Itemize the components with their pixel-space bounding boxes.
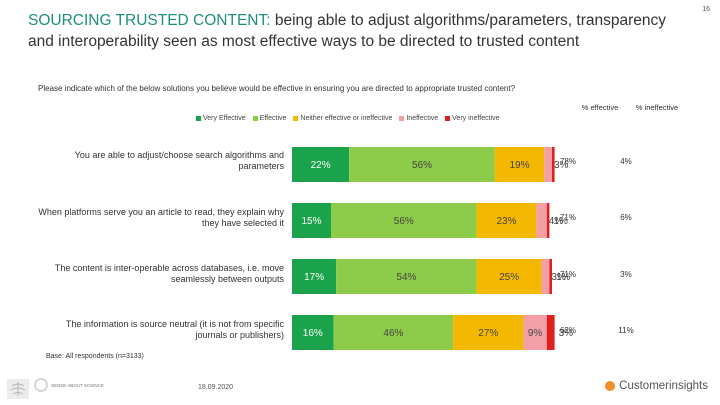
sense-about-science-logo: SENSE ABOUT SCIENCE — [34, 378, 104, 392]
summary-effective-value: 62% — [559, 326, 576, 335]
bar-data-label: 3% — [554, 160, 569, 171]
bar-segment — [336, 259, 477, 294]
bar-segment — [546, 203, 550, 238]
logo-ring-icon — [34, 378, 48, 392]
bar-data-label: 22% — [311, 160, 331, 171]
bar-data-label: 1% — [553, 216, 568, 227]
bar-segment — [349, 147, 495, 182]
bar-segment — [331, 203, 477, 238]
legend-swatch — [196, 116, 201, 121]
bar-data-label: 16% — [303, 328, 323, 339]
summary-effective-value: 78% — [559, 157, 576, 166]
bar-segment — [494, 147, 545, 182]
chart-legend: Very Effective Effective Neither effective… — [196, 115, 499, 122]
bar-segment — [544, 147, 552, 182]
bar-segment — [546, 315, 555, 350]
legend-label: Very Effective — [203, 115, 246, 122]
bar-segment — [476, 259, 542, 294]
legend-label: Ineffective — [406, 115, 439, 122]
legend-swatch — [445, 116, 451, 121]
summary-ineffective-value: 6% — [620, 213, 632, 222]
legend-swatch — [252, 116, 258, 121]
legend-item: Neither effective or ineffective — [293, 115, 392, 122]
summary-ineffective-value: 4% — [620, 157, 632, 166]
bar-data-label: 25% — [499, 272, 519, 283]
summary-ineffective-value: 3% — [620, 270, 632, 279]
bar-data-label: 54% — [396, 272, 416, 283]
bar-data-label: 46% — [383, 328, 403, 339]
bar-data-label: 1% — [556, 272, 571, 283]
legend-swatch — [293, 116, 299, 121]
bar-data-label: 15% — [301, 216, 321, 227]
bar-data-label: 27% — [478, 328, 498, 339]
legend-item: Very Effective — [196, 115, 246, 122]
category-label: When platforms serve you an article to r… — [38, 207, 284, 228]
page-number: 16 — [702, 6, 710, 13]
customer-insights-logo: Customerinsights — [605, 380, 708, 392]
survey-question: Please indicate which of the below solut… — [38, 84, 516, 93]
summary-effective-value: 71% — [559, 213, 576, 222]
bar-data-label: 56% — [394, 216, 414, 227]
bar-data-label: 4% — [549, 216, 564, 227]
legend-item: Effective — [252, 115, 287, 122]
bar-data-label: 23% — [496, 216, 516, 227]
bar-segment — [292, 259, 337, 294]
bar-segment — [292, 147, 350, 182]
elsevier-logo — [6, 378, 30, 405]
bar-segment — [523, 315, 547, 350]
bar-segment — [549, 259, 552, 294]
legend-swatch — [399, 116, 405, 121]
base-note: Base: All respondents (n=3133) — [46, 353, 144, 360]
bar-segment — [292, 315, 334, 350]
category-label: The information is source neutral (it is… — [65, 319, 284, 340]
bar-segment — [333, 315, 454, 350]
bar-data-label: 3% — [551, 272, 566, 283]
bar-segment — [292, 203, 331, 238]
summary-ineffective-value: 11% — [618, 326, 634, 335]
brand-ball-icon — [605, 381, 616, 391]
bar-data-label: 56% — [412, 160, 432, 171]
header-percent-ineffective: % ineffective — [635, 103, 679, 112]
bar-segment — [552, 147, 555, 182]
legend-label: Effective — [259, 115, 287, 122]
bar-data-label: 9% — [528, 328, 543, 339]
report-date: 18.09.2020 — [198, 384, 234, 391]
category-label: You are able to adjust/choose search alg… — [74, 150, 284, 171]
legend-item: Very ineffective — [445, 115, 499, 122]
bar-segment — [541, 259, 550, 294]
bar-segment — [536, 203, 547, 238]
legend-label: Very ineffective — [452, 115, 500, 122]
bar-segment — [476, 203, 537, 238]
header-percent-effective: % effective — [581, 103, 619, 112]
page-title: SOURCING TRUSTED CONTENT: being able to … — [28, 12, 667, 50]
category-label: The content is inter-operable across dat… — [54, 263, 284, 284]
legend-item: Ineffective — [399, 115, 438, 122]
bar-data-label: 3% — [559, 328, 574, 339]
bar-data-label: 17% — [304, 272, 324, 283]
legend-label: Neither effective or ineffective — [300, 115, 393, 122]
bar-segment — [453, 315, 524, 350]
summary-effective-value: 71% — [559, 270, 576, 279]
bar-data-label: 19% — [509, 160, 529, 171]
